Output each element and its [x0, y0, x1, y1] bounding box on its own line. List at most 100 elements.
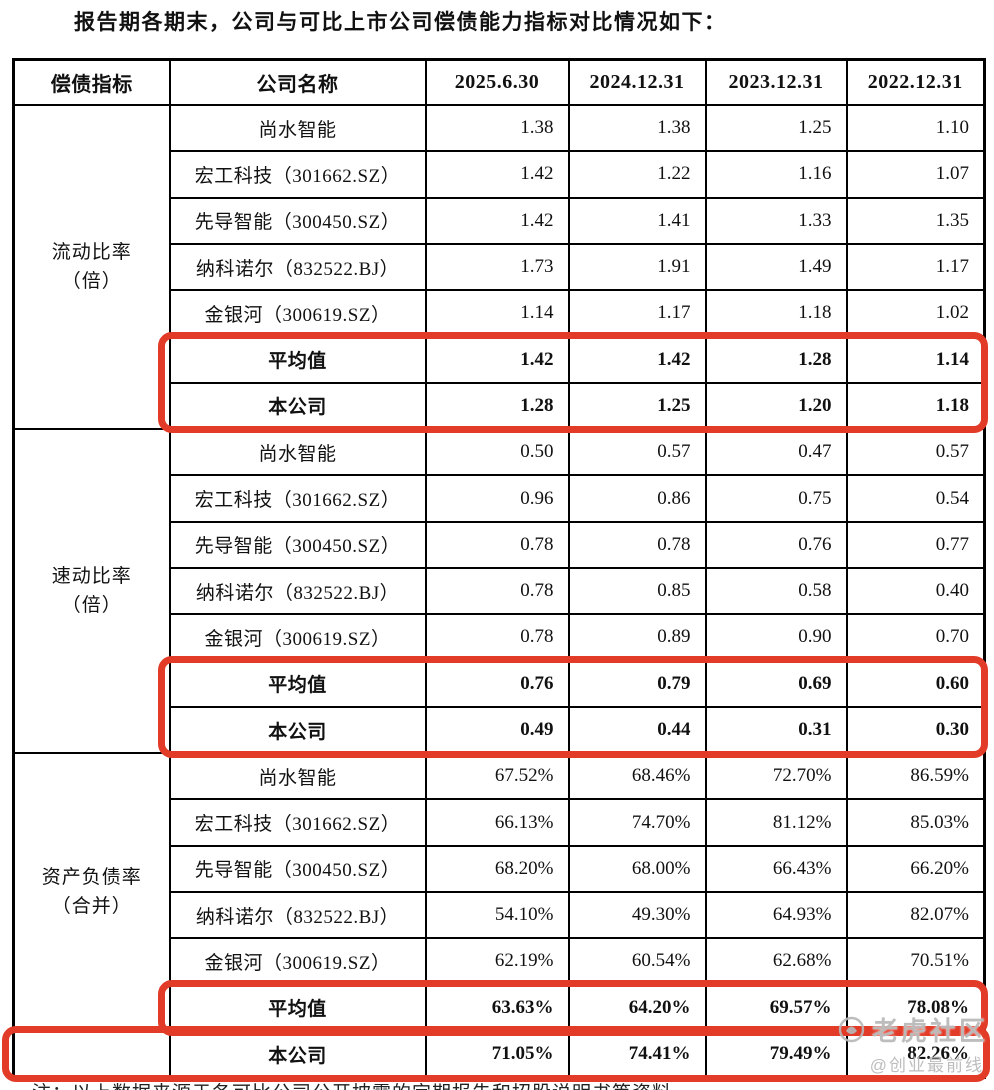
watermark-handle: @创业最前线	[869, 1056, 984, 1075]
value-cell: 0.76	[424, 659, 570, 708]
value-cell: 72.70%	[704, 752, 848, 801]
company-cell: 尚水智能	[168, 428, 427, 477]
company-cell: 本公司	[168, 705, 427, 755]
value-cell: 0.40	[845, 566, 986, 616]
company-cell: 尚水智能	[168, 103, 427, 153]
value-cell: 62.68%	[704, 937, 848, 986]
company-cell: 宏工科技（301662.SZ）	[168, 474, 427, 523]
value-cell: 1.07	[845, 150, 986, 199]
value-cell: 1.33	[704, 196, 848, 245]
value-cell: 0.50	[424, 428, 570, 477]
value-cell: 0.57	[567, 428, 707, 477]
watermark: 老虎社区 @创业最前线	[838, 1011, 988, 1076]
value-cell: 1.16	[704, 150, 848, 199]
header-indicator: 偿债指标	[12, 58, 171, 106]
value-cell: 0.30	[845, 705, 986, 755]
table-row: 流动比率 （倍） 尚水智能 1.38 1.38 1.25 1.10	[12, 103, 986, 431]
table-row: 宏工科技（301662.SZ） 66.13% 74.70% 81.12% 85.03%	[14, 798, 986, 847]
value-cell: 1.17	[845, 242, 986, 292]
value-cell: 82.07%	[845, 891, 986, 940]
table-header-row: 偿债指标 公司名称 2025.6.30 2024.12.31 2023.12.3…	[12, 58, 986, 106]
company-cell: 宏工科技（301662.SZ）	[168, 798, 427, 847]
value-cell: 1.18	[845, 381, 986, 431]
value-cell: 1.14	[424, 289, 570, 338]
company-cell: 纳科诺尔（832522.BJ）	[168, 242, 427, 292]
value-cell: 66.43%	[704, 844, 848, 894]
value-cell: 63.63%	[424, 983, 570, 1032]
value-cell: 81.12%	[704, 798, 848, 847]
table-row: 先导智能（300450.SZ） 68.20% 68.00% 66.43% 66.20%	[14, 844, 986, 894]
table-row: 纳科诺尔（832522.BJ） 0.78 0.85 0.58 0.40	[14, 566, 986, 616]
value-cell: 67.52%	[424, 752, 570, 801]
value-cell: 69.57%	[704, 983, 848, 1032]
value-cell: 0.79	[567, 659, 707, 708]
value-cell: 64.93%	[704, 891, 848, 940]
comparison-table-body: 流动比率 （倍） 尚水智能 1.38 1.38 1.25 1.10 宏工科技（301662.…	[12, 103, 986, 1079]
value-cell: 0.89	[567, 613, 707, 662]
value-cell: 0.78	[424, 520, 570, 569]
value-cell: 71.05%	[424, 1029, 570, 1079]
value-cell: 49.30%	[567, 891, 707, 940]
value-cell: 1.25	[704, 103, 848, 153]
value-cell: 1.20	[704, 381, 848, 431]
value-cell: 0.75	[704, 474, 848, 523]
value-cell: 1.28	[704, 335, 848, 384]
value-cell: 1.02	[845, 289, 986, 338]
value-cell: 68.20%	[424, 844, 570, 894]
company-cell: 平均值	[168, 659, 427, 708]
indicator-cell: 资产负债率 （合并）	[12, 752, 171, 1032]
value-cell: 1.41	[567, 196, 707, 245]
value-cell: 0.86	[567, 474, 707, 523]
company-cell: 尚水智能	[168, 752, 427, 801]
value-cell: 1.42	[567, 335, 707, 384]
value-cell: 1.42	[424, 150, 570, 199]
footnote: 注：以上数据来源于各可比公司公开披露的定期报告和招股说明书等资料	[32, 1078, 672, 1090]
table-row: 纳科诺尔（832522.BJ） 54.10% 49.30% 64.93% 82.07%	[14, 891, 986, 940]
value-cell: 0.90	[704, 613, 848, 662]
value-cell: 62.19%	[424, 937, 570, 986]
value-cell: 0.31	[704, 705, 848, 755]
value-cell: 70.51%	[845, 937, 986, 986]
value-cell: 1.22	[567, 150, 707, 199]
table-row: 速动比率 （倍） 尚水智能 0.50 0.57 0.47 0.57	[12, 428, 986, 755]
value-cell: 66.20%	[845, 844, 986, 894]
value-cell: 0.70	[845, 613, 986, 662]
value-cell: 0.78	[424, 566, 570, 616]
company-cell: 先导智能（300450.SZ）	[168, 196, 427, 245]
company-cell: 先导智能（300450.SZ）	[168, 520, 427, 569]
value-cell: 1.42	[424, 335, 570, 384]
company-cell: 金银河（300619.SZ）	[168, 613, 427, 662]
value-cell: 0.96	[424, 474, 570, 523]
value-cell: 0.85	[567, 566, 707, 616]
value-cell: 1.42	[424, 196, 570, 245]
value-cell: 1.25	[567, 381, 707, 431]
value-cell: 1.38	[424, 103, 570, 153]
table-row: 平均值 63.63% 64.20% 69.57% 78.08%	[14, 983, 986, 1032]
value-cell: 60.54%	[567, 937, 707, 986]
header-2023-12-31: 2023.12.31	[704, 58, 848, 106]
value-cell: 0.78	[567, 520, 707, 569]
table-row: 金银河（300619.SZ） 0.78 0.89 0.90 0.70	[14, 613, 986, 662]
value-cell: 85.03%	[845, 798, 986, 847]
table-row: 本公司 0.49 0.44 0.31 0.30	[14, 705, 986, 755]
solvency-comparison-table: 偿债指标 公司名称 2025.6.30 2024.12.31 2023.12.3…	[12, 58, 986, 1080]
tiger-logo-icon	[838, 1016, 865, 1043]
value-cell: 1.91	[567, 242, 707, 292]
value-cell: 0.58	[704, 566, 848, 616]
value-cell: 0.54	[845, 474, 986, 523]
indicator-cell: 流动比率 （倍）	[12, 103, 171, 431]
table-row: 本公司 1.28 1.25 1.20 1.18	[14, 381, 986, 431]
company-cell: 宏工科技（301662.SZ）	[168, 150, 427, 199]
table-row: 平均值 1.42 1.42 1.28 1.14	[14, 335, 986, 384]
value-cell: 1.38	[567, 103, 707, 153]
value-cell: 79.49%	[704, 1029, 848, 1079]
company-cell: 纳科诺尔（832522.BJ）	[168, 566, 427, 616]
value-cell: 0.49	[424, 705, 570, 755]
value-cell: 54.10%	[424, 891, 570, 940]
value-cell: 74.41%	[567, 1029, 707, 1079]
table-row: 先导智能（300450.SZ） 0.78 0.78 0.76 0.77	[14, 520, 986, 569]
value-cell: 1.73	[424, 242, 570, 292]
company-cell: 平均值	[168, 335, 427, 384]
indicator-cell: 速动比率 （倍）	[12, 428, 171, 755]
value-cell: 66.13%	[424, 798, 570, 847]
